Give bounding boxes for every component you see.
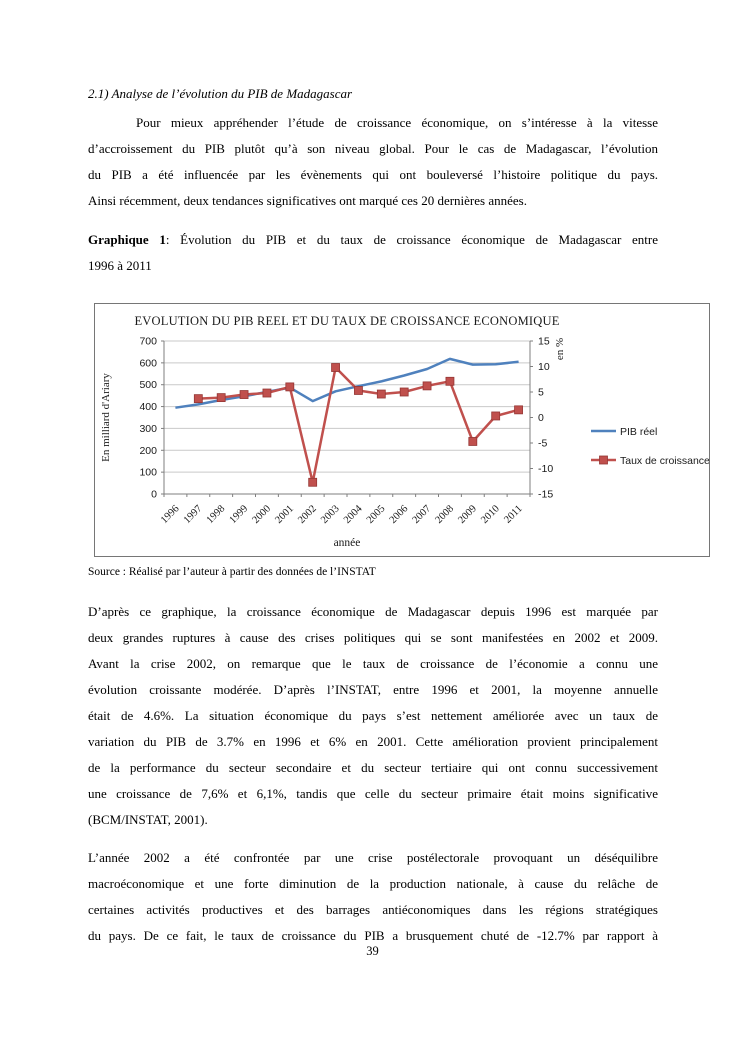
x-axis-tick: 2010: [479, 503, 502, 526]
right-axis-tick: -5: [538, 438, 547, 450]
left-axis-tick: 600: [139, 357, 157, 369]
x-axis-title: année: [334, 537, 361, 549]
left-axis-tick: 200: [139, 445, 157, 457]
x-axis-tick: 2005: [365, 503, 388, 526]
text-line: évolution croissante modérée. D’après l’…: [88, 682, 658, 697]
paragraph-analysis: D’après ce graphique, la croissance écon…: [88, 599, 658, 833]
text-line: variation du PIB de 3.7% en 1996 et 6% e…: [88, 734, 658, 749]
right-axis-tick: 5: [538, 387, 544, 399]
legend-label: PIB réel: [620, 426, 657, 438]
right-axis-title: en %: [554, 338, 566, 360]
text-line: Pour mieux appréhender l’étude de croiss…: [136, 115, 658, 130]
text-line: une croissance de 7,6% et 6,1%, tandis q…: [88, 786, 658, 801]
caption-line-2: 1996 à 2011: [88, 258, 152, 273]
left-axis-tick: 300: [139, 423, 157, 435]
x-axis-tick: 2007: [411, 503, 434, 526]
right-axis-tick: 10: [538, 361, 550, 373]
chart-figure: EVOLUTION DU PIB REEL ET DU TAUX DE CROI…: [94, 303, 710, 557]
x-axis-tick: 2000: [250, 503, 273, 526]
gridlines: [164, 340, 530, 473]
x-axis-tick: 2006: [388, 503, 411, 526]
left-axis-tick: 100: [139, 467, 157, 479]
x-axis-tick: 2001: [273, 503, 296, 526]
x-axis-tick: 1997: [182, 503, 205, 526]
left-axis-title: En milliard d'Ariary: [100, 373, 112, 462]
text-line: (BCM/INSTAT, 2001).: [88, 812, 208, 827]
text-line: Avant la crise 2002, on remarque que le …: [88, 656, 658, 671]
x-axis-tick: 2004: [342, 503, 365, 526]
caption-label: Graphique 1: [88, 232, 166, 247]
left-axis-tick: 700: [139, 336, 157, 348]
text-line: de la performance du secteur secondaire …: [88, 760, 658, 775]
figure-caption: Graphique 1: Évolution du PIB et du taux…: [88, 227, 658, 279]
right-axis-tick: -15: [538, 489, 553, 501]
text-line: deux grandes ruptures à cause des crises…: [88, 630, 658, 645]
text-line: d’accroissement du PIB plutôt qu’à son n…: [88, 141, 658, 156]
x-axis-tick: 1999: [228, 503, 251, 526]
series-growth-rate: [193, 363, 523, 487]
text-line: était de 4.6%. La situation économique d…: [88, 708, 658, 723]
source-note: Source : Réalisé par l’auteur à partir d…: [88, 566, 376, 578]
x-axis-tick: 2009: [456, 503, 479, 526]
section-heading: 2.1) Analyse de l’évolution du PIB de Ma…: [88, 86, 353, 101]
text-line: du PIB a été influencée par les évènemen…: [88, 167, 658, 182]
paragraph-intro: Pour mieux appréhender l’étude de croiss…: [88, 110, 658, 214]
caption-text: : Évolution du PIB et du taux de croissa…: [165, 232, 658, 247]
page-number: 39: [366, 944, 379, 958]
chart-title: EVOLUTION DU PIB REEL ET DU TAUX DE CROI…: [134, 314, 559, 328]
x-axis-tick: 2003: [319, 503, 342, 526]
text-line: Ainsi récemment, deux tendances signific…: [88, 193, 527, 208]
text-line: du pays. De ce fait, le taux de croissan…: [88, 928, 658, 943]
x-axis-tick: 1996: [159, 503, 182, 526]
x-axis-tick: 2002: [296, 503, 319, 526]
right-axis-tick: 15: [538, 336, 550, 348]
left-axis-tick: 500: [139, 379, 157, 391]
legend-label: Taux de croissance: [620, 455, 709, 467]
text-line: certaines activités productives et des b…: [88, 902, 658, 917]
left-axis-tick: 400: [139, 401, 157, 413]
series-gdp: [175, 357, 519, 409]
right-axis-tick: 0: [538, 412, 544, 424]
left-axis-tick: 0: [151, 489, 157, 501]
x-axis-tick: 2011: [502, 503, 524, 525]
text-line: L’année 2002 a été confrontée par une cr…: [88, 850, 658, 865]
axes: [161, 340, 533, 497]
legend: [591, 429, 616, 465]
x-axis-tick: 1998: [205, 503, 228, 526]
x-axis-tick: 2008: [433, 503, 456, 526]
right-axis-tick: -10: [538, 463, 553, 475]
paragraph-crisis: L’année 2002 a été confrontée par une cr…: [88, 845, 658, 949]
line-chart: EVOLUTION DU PIB REEL ET DU TAUX DE CROI…: [100, 314, 710, 549]
caption-line-1: Graphique 1: Évolution du PIB et du taux…: [88, 227, 658, 253]
text-line: D’après ce graphique, la croissance écon…: [88, 604, 658, 619]
text-line: macroéconomique et une forte diminution …: [88, 876, 658, 891]
